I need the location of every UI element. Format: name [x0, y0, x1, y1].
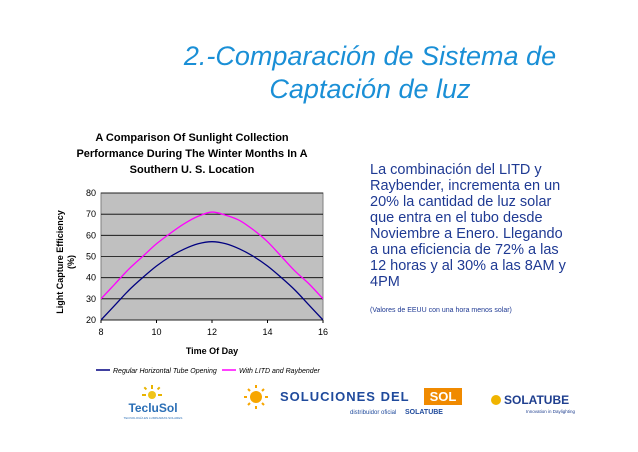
gridlines — [101, 192, 323, 321]
y-tick-label: 20 — [86, 315, 96, 325]
x-tick-label: 14 — [262, 327, 272, 337]
distributor-brand: SOLATUBE — [405, 409, 443, 416]
solatube-wordmark: SOLATUBE — [504, 393, 569, 407]
teclusol-wordmark: TecluSol — [128, 401, 177, 415]
x-tick-label: 12 — [207, 327, 217, 337]
series-line-litd — [101, 211, 323, 300]
y-axis-label-line-2: (%) — [66, 255, 76, 269]
slide-title-line-2: Captación de luz — [269, 74, 471, 104]
y-tick-label: 60 — [86, 230, 96, 240]
x-axis: 8 10 12 14 16 — [98, 320, 328, 337]
chart-title-line-3: Southern U. S. Location — [129, 164, 255, 176]
distributor-label: distribuidor oficial — [350, 410, 396, 416]
y-tick-label: 70 — [86, 209, 96, 219]
note-text: (Valores de EEUU con una hora menos sola… — [370, 307, 512, 314]
teclusol-tagline: TECNOLOGÍA EN LUMINARIAS SOLARES — [124, 416, 183, 420]
sol-badge — [424, 388, 462, 405]
teclusol-logo: TecluSol TECNOLOGÍA EN LUMINARIAS SOLARE… — [124, 385, 183, 420]
y-tick-label: 40 — [86, 273, 96, 283]
y-axis-label-line-1: Light Capture Efficiency — [55, 210, 65, 314]
chart-title-line-1: A Comparison Of Sunlight Collection — [95, 132, 289, 144]
y-axis: 20 30 40 50 60 70 80 — [86, 188, 96, 325]
x-tick-label: 8 — [98, 327, 103, 337]
solatube-tagline: Innovation in Daylighting — [526, 409, 576, 414]
sun-rays-icon — [142, 385, 162, 399]
x-axis-label: Time Of Day — [186, 346, 238, 356]
legend-label-litd: With LITD and Raybender — [239, 368, 321, 375]
series-line-regular — [101, 241, 323, 320]
x-tick-label: 10 — [151, 327, 161, 337]
y-tick-label: 30 — [86, 294, 96, 304]
sun-icon — [491, 395, 501, 405]
solatube-logo: SOLATUBE Innovation in Daylighting — [491, 393, 576, 414]
chart-title: A Comparison Of Sunlight Collection Perf… — [72, 130, 312, 178]
sol-wordmark: SOL — [430, 389, 457, 404]
y-tick-label: 50 — [86, 252, 96, 262]
sun-icon — [244, 385, 268, 409]
soluciones-wordmark: SOLUCIONES DEL — [280, 389, 410, 404]
bullet-text: La combinación del LITD y Raybender, inc… — [370, 162, 566, 290]
slide-title-line-1: 2.-Comparación de Sistema de — [183, 41, 557, 71]
series-layer — [101, 211, 323, 320]
y-tick-label: 80 — [86, 188, 96, 198]
slide-title: 2.-Comparación de Sistema de Captación d… — [60, 40, 638, 106]
chart-title-line-2: Performance During The Winter Months In … — [76, 148, 308, 160]
x-tick-label: 16 — [318, 327, 328, 337]
legend-label-regular: Regular Horizontal Tube Opening — [113, 368, 217, 375]
legend: Regular Horizontal Tube Opening With LIT… — [96, 368, 321, 375]
soluciones-del-sol-logo: SOLUCIONES DEL SOL distribuidor oficial … — [244, 385, 462, 416]
